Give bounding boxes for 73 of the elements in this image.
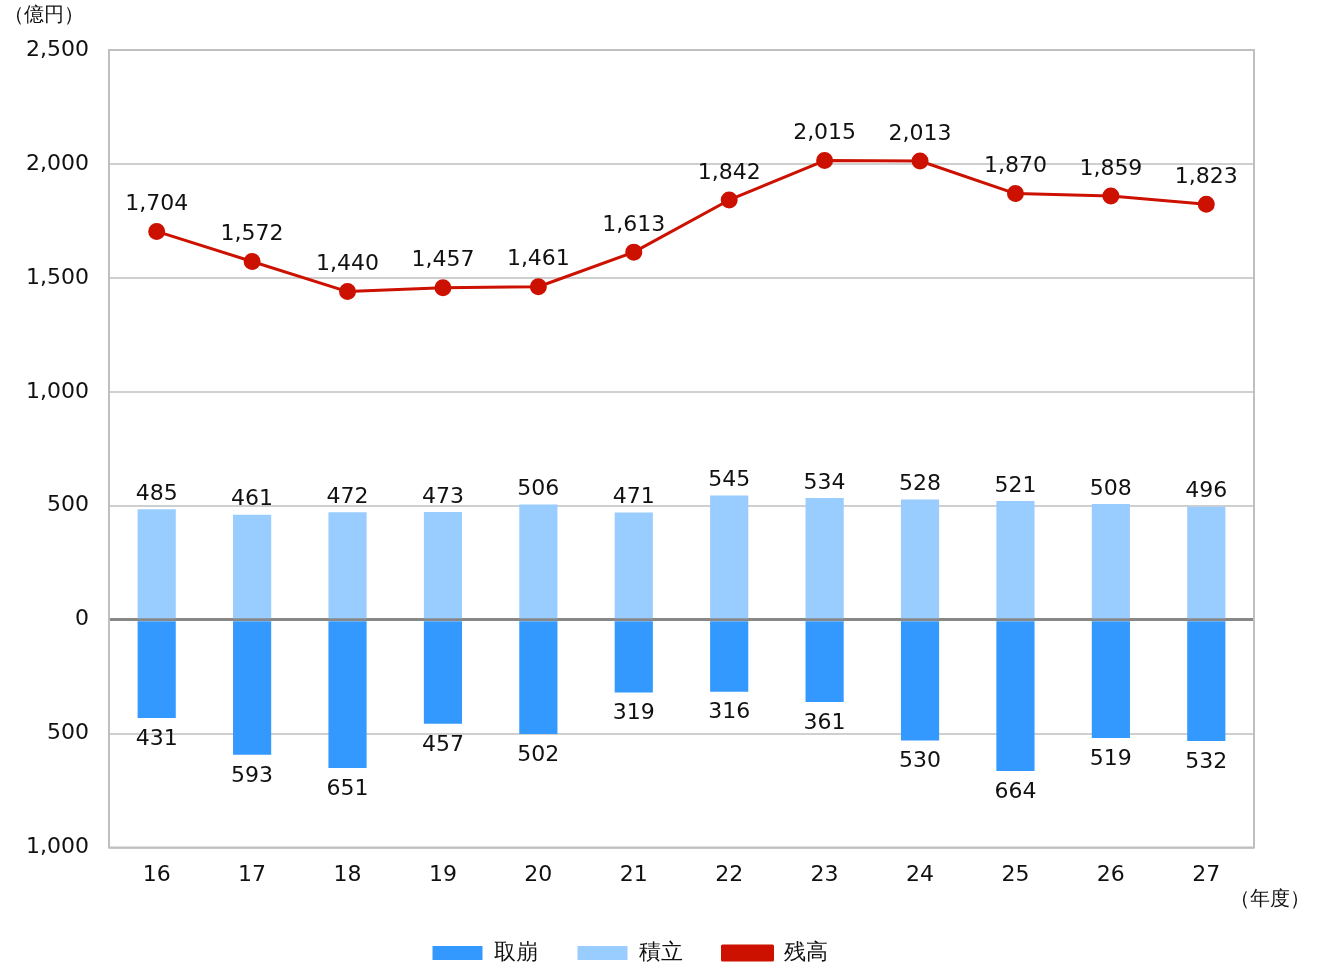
point [243, 252, 261, 270]
point [816, 152, 834, 170]
point [148, 222, 166, 240]
data-label: 1,461 [506, 245, 570, 271]
data-label: 319 [612, 699, 655, 725]
data-label: 473 [421, 482, 464, 508]
data-label: 496 [1185, 477, 1228, 503]
x-tick-label: 19 [428, 860, 457, 886]
data-label: 431 [135, 724, 178, 750]
x-tick-label: 22 [715, 860, 744, 886]
x-tick-label: 23 [810, 860, 839, 886]
x-tick-label: 17 [238, 860, 267, 886]
data-label: 508 [1089, 474, 1132, 500]
data-label: 1,440 [316, 250, 380, 276]
point [625, 243, 643, 261]
data-label: 532 [1185, 747, 1228, 773]
point [911, 152, 929, 170]
x-tick-label: 20 [524, 860, 553, 886]
data-label: 457 [421, 730, 464, 756]
data-label: 1,613 [602, 210, 666, 236]
data-label: 534 [803, 468, 846, 494]
data-label: 1,842 [697, 158, 761, 184]
point [339, 283, 357, 301]
x-tick-label: 16 [142, 860, 171, 886]
data-label: 1,823 [1174, 163, 1238, 188]
data-label: 593 [231, 761, 274, 787]
y-tick-label: 2,000 [26, 149, 89, 175]
data-label: 502 [517, 740, 560, 766]
data-label: 1,859 [1079, 154, 1143, 180]
data-label: 530 [899, 747, 942, 773]
data-label: 1,704 [125, 190, 189, 216]
data-label: 316 [708, 698, 751, 724]
data-label: 664 [994, 777, 1037, 803]
y-tick-label: 1,000 [26, 833, 89, 859]
y-axis-title: （億円） [4, 2, 84, 27]
data-label: 1,457 [411, 246, 475, 272]
point [1006, 185, 1024, 203]
point [529, 278, 547, 296]
x-tick-label: 27 [1192, 860, 1221, 886]
data-label: 528 [899, 470, 942, 496]
data-label: 1,870 [983, 152, 1047, 178]
y-tick-label: 500 [46, 719, 89, 745]
x-tick-label: 21 [619, 860, 648, 886]
x-tick-label: 18 [333, 860, 362, 886]
point [720, 191, 738, 209]
y-tick-label: 500 [46, 491, 89, 517]
data-label: 471 [612, 483, 655, 509]
y-tick-label: 0 [74, 605, 89, 631]
point [434, 279, 452, 297]
data-label: 361 [803, 708, 846, 734]
data-label: 461 [231, 485, 274, 511]
x-tick-label: 25 [1001, 860, 1030, 886]
legend-label: 取崩 [493, 938, 538, 964]
data-label: 506 [517, 475, 560, 501]
data-label: 1,572 [220, 220, 284, 246]
data-label: 651 [326, 774, 369, 800]
data-label: 472 [326, 482, 369, 508]
x-tick-label: 24 [906, 860, 935, 886]
legend-label: 残高 [783, 938, 828, 964]
data-label: 521 [994, 471, 1037, 497]
y-tick-label: 2,500 [26, 35, 89, 61]
data-label: 2,015 [793, 119, 857, 145]
y-tick-label: 1,500 [26, 263, 89, 289]
legend-label: 積立 [638, 938, 683, 964]
point [1102, 187, 1120, 205]
point [1197, 195, 1215, 213]
y-tick-label: 1,000 [26, 377, 89, 403]
x-tick-label: 26 [1096, 860, 1125, 886]
data-label: 485 [135, 479, 178, 505]
data-label: 545 [708, 466, 751, 492]
x-axis-title: （年度） [1230, 885, 1310, 910]
data-label: 2,013 [888, 119, 952, 145]
data-label: 519 [1089, 744, 1132, 770]
